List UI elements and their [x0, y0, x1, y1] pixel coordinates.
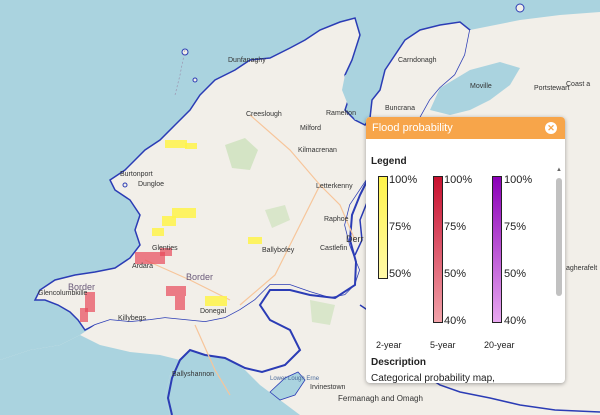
- donegal-bay: [0, 335, 180, 415]
- scroll-thumb[interactable]: [556, 178, 562, 296]
- place-label: Irvinestown: [310, 384, 346, 391]
- road: [239, 184, 321, 306]
- legend-bar-2-year: [378, 176, 388, 279]
- place-label: Milford: [300, 125, 321, 132]
- bar-label-5-year: 5-year: [430, 340, 456, 350]
- green-area: [265, 205, 290, 228]
- place-label: Ramelton: [326, 110, 356, 117]
- flood-cell-2yr: [248, 237, 262, 244]
- flood-cell-5yr: [80, 308, 88, 322]
- island: [192, 77, 198, 83]
- flood-cell-2yr: [152, 228, 164, 236]
- place-label: Glenties: [152, 245, 178, 252]
- place-label: Castlefin: [320, 245, 347, 252]
- tick-label: 50%: [444, 268, 467, 280]
- tick-label: 100%: [504, 174, 533, 186]
- place-label: Buncrana: [385, 105, 415, 112]
- flood-cell-2yr: [185, 143, 197, 149]
- region-label: Border: [68, 282, 95, 292]
- dashed-boundary: [174, 49, 186, 96]
- island: [122, 182, 128, 188]
- place-label: Derr: [346, 234, 364, 244]
- panel-scrollbar[interactable]: ▲ ▼: [555, 167, 563, 383]
- tick-label: 75%: [504, 221, 527, 233]
- green-area: [310, 300, 335, 325]
- flood-cell-2yr: [172, 208, 196, 218]
- legend-title: Legend: [371, 156, 407, 167]
- flood-probability-panel: Flood probability ✕ Legend 100% 75% 50% …: [366, 117, 565, 383]
- place-label: Ballyshannon: [172, 371, 214, 378]
- bar-label-2-year: 2-year: [376, 340, 402, 350]
- place-label: Coast a: [566, 81, 590, 88]
- panel-title: Flood probability: [372, 122, 453, 134]
- tick-label: 100%: [389, 174, 418, 186]
- panel-body[interactable]: Legend 100% 75% 50% 2-year 100% 75% 50% …: [366, 139, 565, 383]
- tick-label: 40%: [444, 315, 467, 327]
- tick-label: 75%: [389, 221, 412, 233]
- place-label: Ardara: [132, 263, 153, 270]
- lough-swilly: [342, 75, 368, 120]
- tick-label: 40%: [504, 315, 527, 327]
- place-label: Portstewart: [534, 85, 569, 92]
- place-label: Kilmacrenan: [298, 147, 337, 154]
- place-label: Glencolumbkille: [38, 290, 88, 297]
- tick-label: 50%: [389, 268, 412, 280]
- place-label: Fermanagh and Omagh: [338, 394, 423, 403]
- flood-cell-5yr: [160, 248, 172, 256]
- island: [181, 48, 189, 56]
- flood-cell-5yr: [175, 296, 185, 310]
- flood-cell-2yr: [205, 296, 227, 306]
- legend-bar-5-year: [433, 176, 443, 323]
- place-label: Raphoe: [324, 216, 349, 223]
- close-icon[interactable]: ✕: [545, 122, 557, 134]
- tick-label: 100%: [444, 174, 473, 186]
- scroll-up-icon[interactable]: ▲: [556, 167, 562, 173]
- place-label: Ballybofey: [262, 247, 295, 254]
- place-label: Moville: [470, 83, 492, 90]
- island: [515, 3, 525, 13]
- flood-cell-5yr: [135, 252, 165, 264]
- border-line-3: [354, 199, 369, 256]
- flood-cell-5yr: [85, 292, 95, 312]
- legend-bar-20-year: [492, 176, 502, 323]
- road: [194, 324, 231, 396]
- region-label: Border: [186, 272, 213, 282]
- place-label: Dunfanaghy: [228, 57, 266, 64]
- lower-lough-erne: [269, 371, 306, 401]
- place-label: Burtonport: [120, 171, 153, 178]
- place-label: Letterkenny: [316, 183, 353, 190]
- place-label: agherafelt: [566, 265, 597, 272]
- place-label: Creeslough: [246, 111, 282, 118]
- flood-cell-5yr: [166, 286, 186, 296]
- lough-foyle: [430, 62, 520, 115]
- tick-label: 75%: [444, 221, 467, 233]
- bar-label-20-year: 20-year: [484, 340, 515, 350]
- place-label: Killybegs: [118, 315, 147, 322]
- flood-cell-2yr: [165, 140, 187, 148]
- description-title: Description: [371, 357, 427, 368]
- place-label: Carndonagh: [398, 57, 437, 64]
- description-text: Categorical probability map,: [371, 373, 495, 383]
- tick-label: 50%: [504, 268, 527, 280]
- road: [144, 259, 231, 301]
- place-label: Lower Lough Erne: [270, 376, 320, 382]
- flood-cell-2yr: [162, 216, 176, 226]
- green-area: [225, 138, 258, 170]
- border-line: [166, 174, 371, 415]
- place-label: Donegal: [200, 308, 227, 315]
- panel-header: Flood probability ✕: [366, 117, 565, 139]
- place-label: Dungloe: [138, 181, 164, 188]
